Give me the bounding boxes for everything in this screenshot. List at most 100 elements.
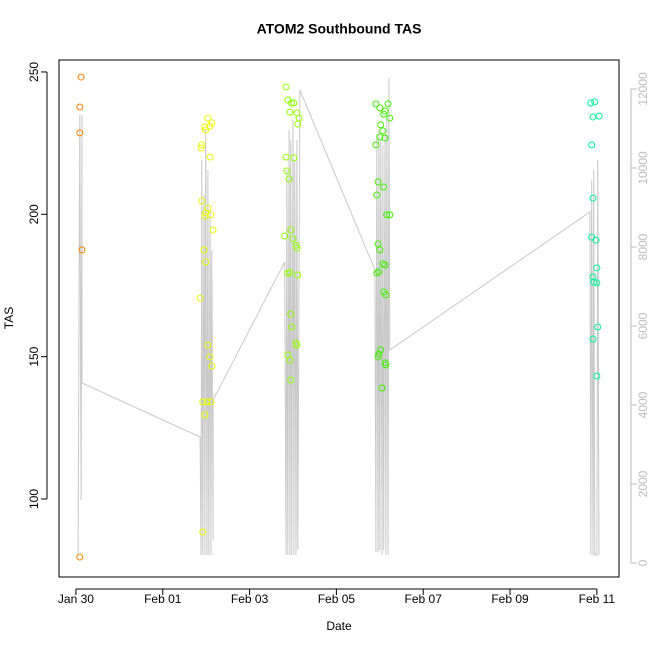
data-point xyxy=(372,100,380,108)
data-point xyxy=(381,107,389,115)
data-point xyxy=(379,127,387,135)
data-point xyxy=(376,246,384,254)
data-point xyxy=(78,246,86,254)
x-tick-label: Feb 09 xyxy=(491,592,529,606)
data-point xyxy=(593,279,601,287)
data-point xyxy=(589,335,597,343)
data-point xyxy=(196,294,204,302)
data-point xyxy=(588,141,596,149)
y2-tick-label: 4000 xyxy=(636,391,650,418)
data-point xyxy=(287,226,295,234)
data-point xyxy=(384,100,392,108)
y2-tick-label: 8000 xyxy=(636,233,650,260)
data-point xyxy=(206,353,214,361)
data-point xyxy=(76,103,84,111)
data-point xyxy=(282,83,290,91)
data-point xyxy=(288,323,296,331)
data-point xyxy=(201,212,209,220)
data-point xyxy=(209,226,217,234)
data-point xyxy=(208,119,216,127)
data-point xyxy=(381,134,389,142)
data-point xyxy=(381,261,389,269)
data-point xyxy=(285,175,293,183)
data-point xyxy=(294,120,302,128)
x-tick-label: Feb 03 xyxy=(231,592,269,606)
data-point xyxy=(376,104,384,112)
data-point xyxy=(377,346,385,354)
data-point xyxy=(372,141,380,149)
data-point xyxy=(290,99,298,107)
data-point xyxy=(281,232,289,240)
data-point xyxy=(198,197,206,205)
data-point xyxy=(293,341,301,349)
data-point xyxy=(592,236,600,244)
data-point xyxy=(293,244,301,252)
chart-title: ATOM2 Southbound TAS xyxy=(257,21,422,37)
y2-tick-label: 6000 xyxy=(636,312,650,339)
x-tick-label: Feb 11 xyxy=(579,592,616,606)
data-point xyxy=(376,133,384,141)
data-point xyxy=(197,144,205,152)
x-tick-label: Feb 07 xyxy=(405,592,443,606)
data-point xyxy=(206,153,214,161)
data-point xyxy=(374,353,382,361)
data-point xyxy=(204,204,212,212)
data-point xyxy=(207,211,215,219)
data-point xyxy=(289,235,297,243)
data-point xyxy=(76,129,84,137)
data-point xyxy=(587,99,595,107)
data-point xyxy=(294,271,302,279)
data-point xyxy=(373,191,381,199)
data-point xyxy=(382,291,390,299)
y2-tick-label: 2000 xyxy=(636,470,650,497)
data-point xyxy=(204,341,212,349)
data-point xyxy=(292,241,300,249)
data-point xyxy=(589,194,597,202)
data-point xyxy=(382,361,390,369)
data-point xyxy=(375,350,383,358)
data-point xyxy=(204,114,212,122)
data-point xyxy=(284,269,292,277)
data-point xyxy=(287,376,295,384)
y2-tick-label: 12000 xyxy=(636,72,650,106)
tas-line xyxy=(77,77,600,556)
y2-tick-label: 10000 xyxy=(636,151,650,185)
data-point xyxy=(589,273,597,281)
data-point xyxy=(201,411,209,419)
data-point xyxy=(380,183,388,191)
data-point xyxy=(595,112,603,120)
data-point xyxy=(593,372,601,380)
data-point xyxy=(77,73,85,81)
data-point xyxy=(593,264,601,272)
x-tick-label: Feb 05 xyxy=(318,592,356,606)
data-point xyxy=(374,178,382,186)
plot-frame xyxy=(58,59,620,578)
y-tick-label: 250 xyxy=(27,62,41,82)
data-point xyxy=(286,108,294,116)
data-point xyxy=(380,110,388,118)
data-point xyxy=(199,528,207,536)
data-point xyxy=(282,153,290,161)
x-tick-label: Jan 30 xyxy=(58,592,94,606)
data-point xyxy=(283,167,291,175)
y2-tick-label: 0 xyxy=(636,559,650,566)
x-axis-label: Date xyxy=(326,619,352,633)
data-point xyxy=(203,398,211,406)
data-point xyxy=(591,98,599,106)
data-point xyxy=(76,553,84,561)
data-point xyxy=(200,246,208,254)
data-point xyxy=(590,278,598,286)
y-tick-label: 150 xyxy=(27,346,41,366)
data-point xyxy=(373,269,381,277)
data-point xyxy=(208,362,216,370)
x-tick-label: Feb 01 xyxy=(144,592,182,606)
data-point xyxy=(198,141,206,149)
data-point xyxy=(284,96,292,104)
data-point xyxy=(201,123,209,131)
data-point xyxy=(288,99,296,107)
data-point xyxy=(207,398,215,406)
data-point xyxy=(287,310,295,318)
data-point xyxy=(386,211,394,219)
data-point xyxy=(589,113,597,121)
